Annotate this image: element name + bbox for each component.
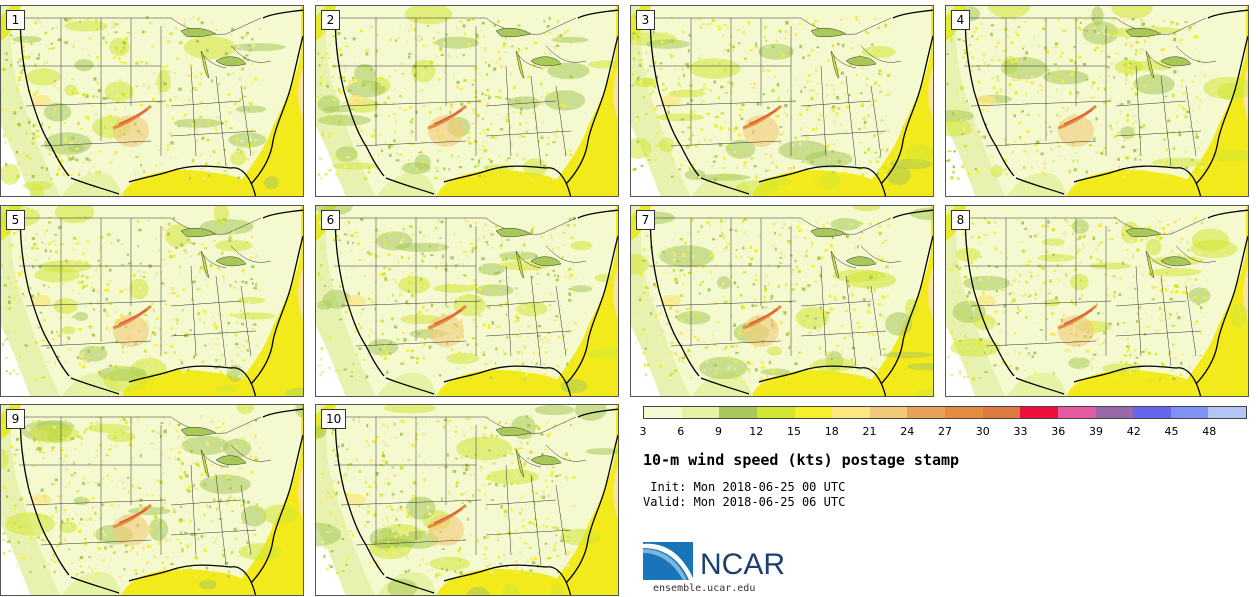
colorbar-segment [794,407,833,418]
colorbar-segment [1208,407,1246,418]
colorbar-tick-label: 42 [1126,425,1141,438]
colorbar-tick-label: 24 [900,425,915,438]
ncar-logo-icon [643,542,693,580]
colorbar-segment [907,407,945,418]
wind-map [631,206,933,396]
member-panel[interactable]: 2 [315,5,619,197]
wind-map [1,206,303,396]
colorbar-tick-label: 30 [975,425,990,438]
member-panel[interactable]: 6 [315,205,619,397]
colorbar-segment [982,407,1021,418]
member-panel[interactable]: 10 [315,404,619,596]
member-panel[interactable]: 9 [0,404,304,596]
colorbar-segment [1020,407,1058,418]
wind-map [946,6,1248,196]
colorbar-segment [719,407,757,418]
colorbar-tick-label: 12 [749,425,764,438]
colorbar-tick-label: 48 [1202,425,1217,438]
member-label: 1 [6,10,25,30]
ncar-logo-text: NCAR [700,548,786,581]
colorbar-tick-label: 15 [787,425,801,438]
member-panel[interactable]: 4 [945,5,1249,197]
member-label: 3 [636,10,655,30]
wind-map [316,6,618,196]
member-label: 9 [6,409,25,429]
colorbar-tick-label: 39 [1089,425,1103,438]
colorbar-tick-label: 3 [639,425,647,438]
colorbar-tick-label: 9 [715,425,722,438]
member-panel[interactable]: 8 [945,205,1249,397]
member-label: 8 [951,210,970,230]
colorbar [643,406,1247,419]
colorbar-segment [644,407,682,418]
website-link[interactable]: ensemble.ucar.edu [653,583,756,594]
member-label: 6 [321,210,340,230]
colorbar-tick-label: 27 [938,425,952,438]
wind-map [316,206,618,396]
colorbar-tick-label: 33 [1013,425,1028,438]
member-panel[interactable]: 3 [630,5,934,197]
colorbar-segment [832,407,870,418]
member-panel[interactable]: 5 [0,205,304,397]
colorbar-tick-label: 45 [1164,425,1179,438]
member-label: 2 [321,10,340,30]
colorbar-tick-label: 18 [824,425,839,438]
colorbar-segment [869,407,908,418]
colorbar-tick-label: 36 [1051,425,1066,438]
member-label: 5 [6,210,25,230]
colorbar-segment [1095,407,1134,418]
wind-map [316,405,618,595]
wind-map [1,405,303,595]
plot-title: 10-m wind speed (kts) postage stamp [643,451,960,469]
member-panel[interactable]: 1 [0,5,304,197]
colorbar-tick-label: 6 [677,425,685,438]
colorbar-segment [756,407,795,418]
wind-map [631,6,933,196]
wind-map [946,206,1248,396]
init-time: Init: Mon 2018-06-25 00 UTC [643,480,846,494]
member-label: 4 [951,10,970,30]
member-label: 7 [636,210,655,230]
colorbar-segment [945,407,983,418]
member-label: 10 [321,409,347,429]
colorbar-tick-label: 21 [862,425,877,438]
wind-map [1,6,303,196]
colorbar-segment [1057,407,1096,418]
member-panel[interactable]: 7 [630,205,934,397]
colorbar-segment [681,407,720,418]
valid-time: Valid: Mon 2018-06-25 06 UTC [643,495,846,509]
colorbar-segment [1170,407,1209,418]
colorbar-segment [1133,407,1171,418]
